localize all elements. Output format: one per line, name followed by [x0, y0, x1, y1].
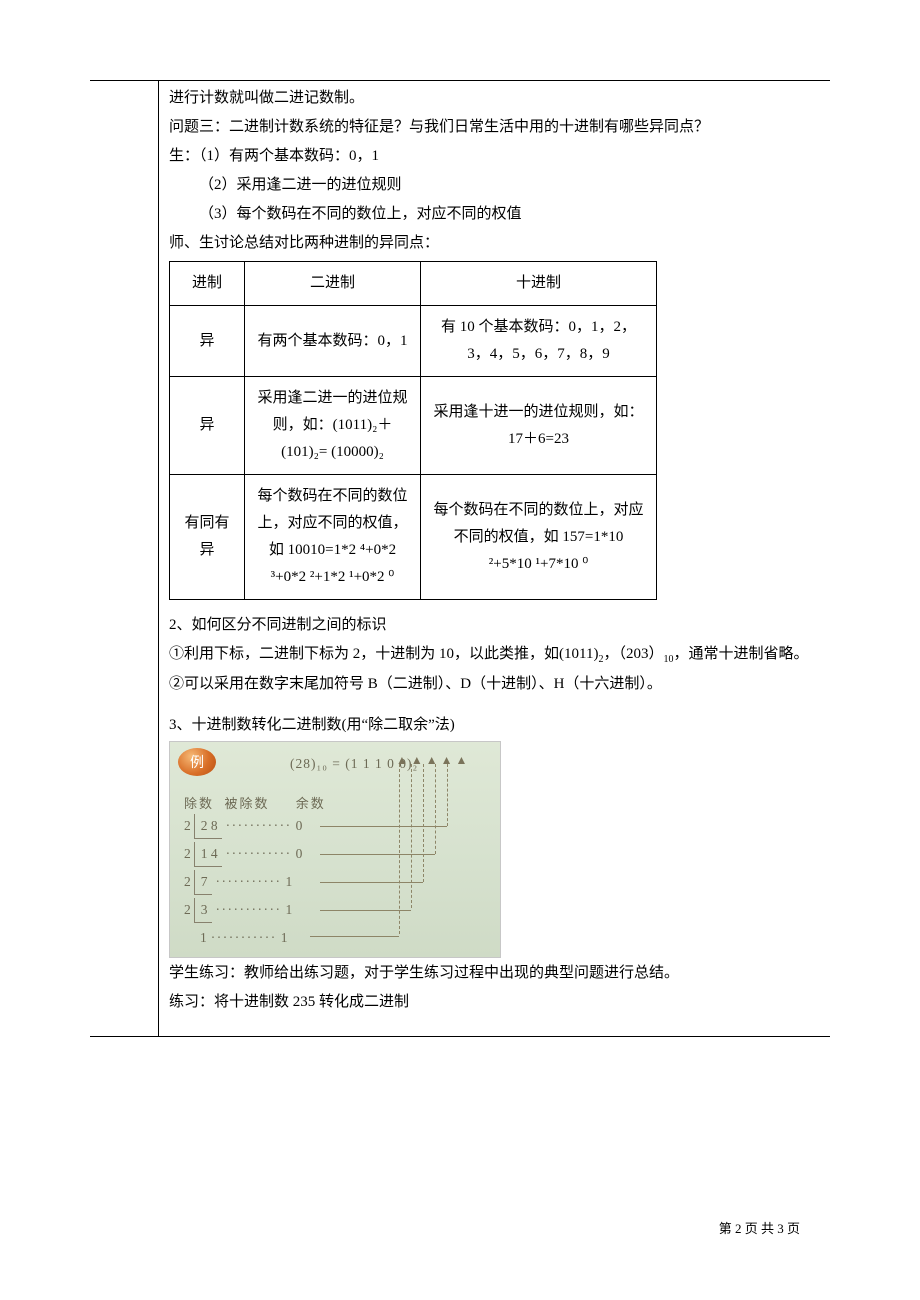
th-decimal: 十进制	[421, 262, 657, 306]
page-number: 第 2 页 共 3 页	[719, 1217, 800, 1240]
rem-4: 1	[281, 930, 288, 945]
conn-v-2	[411, 764, 412, 908]
dots-icon: ···········	[216, 902, 282, 917]
cell-same-diff: 有同有异	[170, 475, 245, 600]
th-base: 进制	[170, 262, 245, 306]
dots-icon: ···········	[216, 874, 282, 889]
rem-0: 0	[296, 818, 303, 833]
table-row: 进制 二进制 十进制	[170, 262, 657, 306]
question-3: 问题三：二进制计数系统的特征是？与我们日常生活中用的十进制有哪些异同点？	[169, 114, 820, 141]
page: 进行计数就叫做二进记数制。 问题三：二进制计数系统的特征是？与我们日常生活中用的…	[0, 0, 920, 1300]
dots-icon: ···········	[226, 846, 292, 861]
dots-icon: ···········	[211, 930, 277, 945]
hdr-remainder: 余数	[296, 796, 326, 811]
table-row: 异 有两个基本数码：0，1 有 10 个基本数码：0，1，2，3，4，5，6，7…	[170, 306, 657, 377]
cell-dec-digits: 有 10 个基本数码：0，1，2，3，4，5，6，7，8，9	[421, 306, 657, 377]
example-badge: 例	[178, 748, 216, 776]
exercise: 练习：将十进制数 235 转化成二进制	[169, 989, 820, 1016]
diagram-col-headers: 除数 被除数 余数	[184, 792, 326, 815]
conn-h-5	[310, 936, 399, 937]
div-row-4: 1 ··········· 1	[200, 926, 287, 950]
outer-frame: 进行计数就叫做二进记数制。 问题三：二进制计数系统的特征是？与我们日常生活中用的…	[90, 80, 830, 1037]
conn-h-4	[320, 910, 411, 911]
section-2-title: 2、如何区分不同进制之间的标识	[169, 612, 820, 639]
div-row-0: 22 8 ··········· 0	[184, 814, 302, 839]
div-row-2: 2 7 ···········1	[184, 870, 292, 895]
th-binary: 二进制	[245, 262, 421, 306]
sub-10: 10	[663, 654, 673, 665]
student-answer-2: （2）采用逢二进一的进位规则	[169, 172, 820, 199]
rem-2: 1	[285, 874, 292, 889]
div-row-3: 2 3 ···········1	[184, 898, 292, 923]
conn-h-2	[320, 854, 435, 855]
comparison-table: 进制 二进制 十进制 异 有两个基本数码：0，1 有 10 个基本数码：0，1，…	[169, 261, 657, 600]
student-label: 生：	[169, 148, 199, 164]
s2p1-a: ①利用下标，二进制下标为 2，十进制为 10，以此类推，如(1011)	[169, 646, 598, 662]
left-margin-cell	[90, 81, 159, 1036]
conn-h-1	[320, 826, 447, 827]
student-answer-3: （3）每个数码在不同的数位上，对应不同的权值	[169, 201, 820, 228]
cell-diff-1: 异	[170, 306, 245, 377]
dividend-4: 1	[200, 930, 207, 945]
divisor-1: 2	[184, 846, 191, 861]
divisor-3: 2	[184, 902, 191, 917]
cell-bin-carry: 采用逢二进一的进位规则，如：(1011)₂＋(101)₂= (10000)₂	[245, 377, 421, 475]
hdr-divisor: 除数	[184, 796, 214, 811]
cell-dec-weight: 每个数码在不同的数位上，对应不同的权值，如 157=1*10 ²+5*10 ¹+…	[421, 475, 657, 600]
answer-1-text: （1）有两个基本数码：0，1	[199, 148, 379, 164]
s2p1-c: ，通常十进制省略。	[673, 646, 808, 662]
cell-diff-2: 异	[170, 377, 245, 475]
cell-bin-weight: 每个数码在不同的数位上，对应不同的权值，如 10010=1*2 ⁴+0*2 ³+…	[245, 475, 421, 600]
practice-note: 学生练习：教师给出练习题，对于学生练习过程中出现的典型问题进行总结。	[169, 960, 820, 987]
conn-v-4	[435, 764, 436, 854]
dots-icon: ···········	[226, 818, 292, 833]
section-3-title: 3、十进制数转化二进制数(用“除二取余”法)	[169, 712, 820, 739]
table-row: 异 采用逢二进一的进位规则，如：(1011)₂＋(101)₂= (10000)₂…	[170, 377, 657, 475]
dividend-2: 7	[194, 870, 212, 895]
rem-1: 0	[296, 846, 303, 861]
table-row: 有同有异 每个数码在不同的数位上，对应不同的权值，如 10010=1*2 ⁴+0…	[170, 475, 657, 600]
divisor-2: 2	[184, 874, 191, 889]
dividend-3: 3	[194, 898, 212, 923]
conn-h-3	[320, 882, 423, 883]
up-arrows-icon: ▲▲▲▲▲	[396, 750, 470, 772]
conn-v-5	[447, 764, 448, 826]
discussion-intro: 师、生讨论总结对比两种进制的异同点：	[169, 230, 820, 257]
division-diagram: 例 (28)₁₀ = (1 1 1 0 0)₂ ▲▲▲▲▲ 除数 被除数 余数 …	[169, 741, 501, 958]
div-row-1: 21 4 ··········· 0	[184, 842, 302, 867]
section-2-p2: ②可以采用在数字末尾加符号 B（二进制）、D（十进制）、H（十六进制）。	[169, 671, 820, 698]
conn-v-1	[399, 764, 400, 934]
cell-bin-digits: 有两个基本数码：0，1	[245, 306, 421, 377]
divisor-0: 2	[184, 818, 191, 833]
section-2-p1: ①利用下标，二进制下标为 2，十进制为 10，以此类推，如(1011)2，（20…	[169, 641, 820, 669]
hdr-dividend: 被除数	[225, 796, 270, 811]
dividend-0: 2 8	[194, 814, 222, 839]
rem-3: 1	[285, 902, 292, 917]
s2p1-b: ，（203）	[603, 646, 663, 662]
conn-v-3	[423, 764, 424, 882]
cell-dec-carry: 采用逢十进一的进位规则，如：17＋6=23	[421, 377, 657, 475]
dividend-1: 1 4	[194, 842, 222, 867]
content-cell: 进行计数就叫做二进记数制。 问题三：二进制计数系统的特征是？与我们日常生活中用的…	[159, 81, 830, 1036]
student-answer-1: 生：（1）有两个基本数码：0，1	[169, 143, 820, 170]
line-continuation: 进行计数就叫做二进记数制。	[169, 85, 820, 112]
